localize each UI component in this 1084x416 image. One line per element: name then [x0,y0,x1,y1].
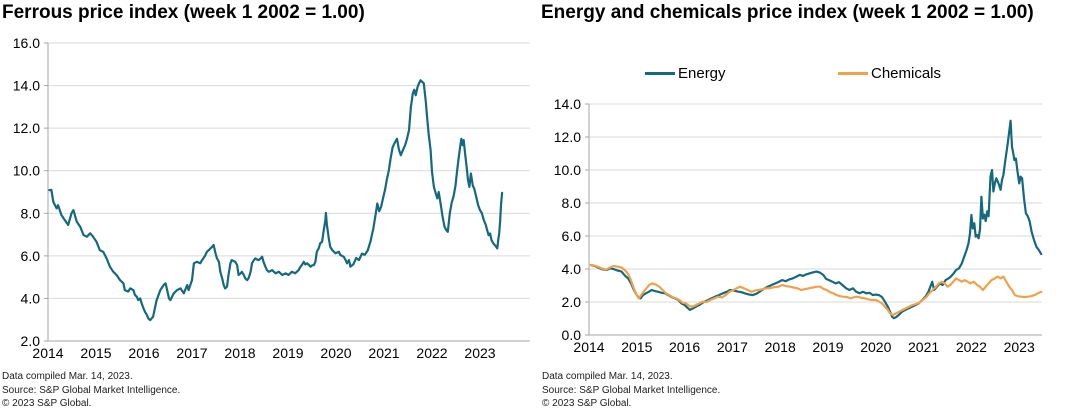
x-axis-tick-label: 2018 [224,345,255,361]
y-axis-tick-label: 12.0 [13,120,40,136]
x-axis-tick-label: 2021 [908,339,939,355]
x-axis-tick-label: 2016 [669,339,700,355]
footnote-compiled: Data compiled Mar. 14, 2023. [542,371,673,382]
legend-item-chemicals: Chemicals [838,65,941,82]
x-axis-tick-label: 2020 [320,345,351,361]
footnote-source: Source: S&P Global Market Intelligence. [542,384,721,396]
x-axis-tick-label: 2019 [272,345,303,361]
y-axis-tick-label: 10.0 [554,162,581,178]
footnote-left: Data compiled Mar. 14, 2023. Source: S&P… [2,370,180,411]
footnote-right: Data compiled Mar. 14, 2023. Source: S&P… [542,370,720,411]
x-axis-tick-label: 2014 [32,345,63,361]
y-axis-tick-label: 14.0 [13,78,40,94]
x-axis-tick-label: 2017 [717,339,748,355]
x-axis-tick-label: 2023 [1004,339,1035,355]
y-axis-tick-label: 2.0 [21,333,41,349]
x-axis-tick-label: 2022 [416,345,447,361]
x-axis-tick-label: 2015 [621,339,652,355]
x-axis-tick-label: 2022 [956,339,987,355]
x-axis-tick-label: 2016 [128,345,159,361]
y-axis-tick-label: 8.0 [562,195,582,211]
chemicals-series-line [589,263,1043,317]
ferrous-series-line [48,79,504,322]
footnote-copyright: © 2023 S&P Global. [2,398,92,409]
energy-series-line [589,119,1043,320]
y-axis-tick-label: 0.0 [562,327,582,343]
x-axis-tick-label: 2023 [464,345,495,361]
y-axis-tick-label: 12.0 [554,129,581,145]
y-axis-tick-label: 4.0 [562,261,582,277]
y-axis-tick-label: 16.0 [13,35,40,51]
x-axis-tick-label: 2015 [80,345,111,361]
energy-chemicals-chart-title: Energy and chemicals price index (week 1… [541,2,1034,23]
y-axis-tick-label: 2.0 [562,294,582,310]
x-axis-tick-label: 2014 [573,339,604,355]
y-axis-tick-label: 6.0 [562,228,582,244]
x-axis-tick-label: 2019 [812,339,843,355]
energy-line-swatch-icon [645,72,675,75]
legend-label-energy: Energy [678,65,726,82]
footnote-copyright: © 2023 S&P Global. [542,398,632,409]
y-axis-tick-label: 4.0 [21,290,41,306]
x-axis-tick-label: 2017 [176,345,207,361]
y-axis-tick-label: 14.0 [554,96,581,112]
chemicals-line-swatch-icon [838,72,868,75]
legend-label-chemicals: Chemicals [871,65,942,82]
y-axis-tick-label: 10.0 [13,163,40,179]
footnote-source: Source: S&P Global Market Intelligence. [2,384,181,396]
x-axis-tick-label: 2020 [860,339,891,355]
footnote-compiled: Data compiled Mar. 14, 2023. [2,371,133,382]
ferrous-chart-title: Ferrous price index (week 1 2002 = 1.00) [2,2,365,23]
x-axis-tick-label: 2018 [765,339,796,355]
x-axis-tick-label: 2021 [368,345,399,361]
legend-item-energy: Energy [645,65,726,82]
y-axis-tick-label: 6.0 [21,248,41,264]
y-axis-tick-label: 8.0 [21,205,41,221]
